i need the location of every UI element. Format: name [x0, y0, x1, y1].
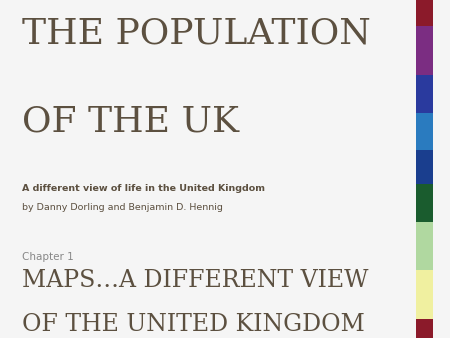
Bar [416, 319, 433, 338]
Bar [416, 150, 433, 184]
Text: OF THE UNITED KINGDOM: OF THE UNITED KINGDOM [22, 313, 365, 336]
Bar [416, 270, 433, 319]
Text: A different view of life in the United Kingdom: A different view of life in the United K… [22, 184, 266, 193]
Bar [416, 184, 433, 222]
Bar [416, 26, 433, 75]
Bar [416, 222, 433, 270]
Text: OF THE UK: OF THE UK [22, 105, 239, 139]
Text: by Danny Dorling and Benjamin D. Hennig: by Danny Dorling and Benjamin D. Hennig [22, 203, 223, 212]
Text: Chapter 1: Chapter 1 [22, 252, 74, 262]
Bar [416, 0, 433, 26]
Bar [416, 75, 433, 113]
Bar [416, 113, 433, 150]
Text: MAPS…A DIFFERENT VIEW: MAPS…A DIFFERENT VIEW [22, 269, 369, 292]
Text: THE POPULATION: THE POPULATION [22, 17, 371, 51]
